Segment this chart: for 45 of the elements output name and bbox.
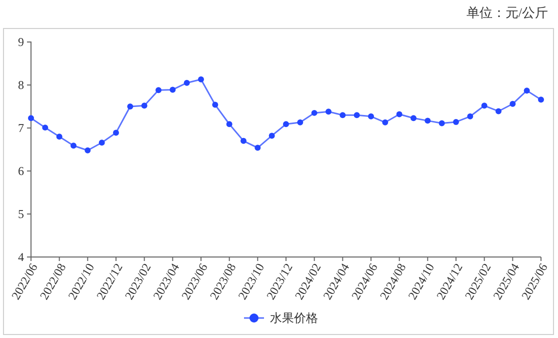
point <box>340 112 346 118</box>
y-tick-label: 6 <box>18 164 24 178</box>
point <box>481 102 488 109</box>
point <box>156 87 162 94</box>
point <box>70 142 76 149</box>
point <box>453 119 459 125</box>
point <box>311 110 318 116</box>
point <box>127 104 134 110</box>
point <box>254 144 261 151</box>
point <box>368 113 374 120</box>
point <box>212 102 218 108</box>
point <box>467 113 474 120</box>
y-tick-label: 7 <box>18 120 24 135</box>
point <box>538 96 544 103</box>
y-tick-label: 4 <box>18 250 24 264</box>
legend-label: 水果价格 <box>270 311 318 326</box>
point <box>297 119 304 126</box>
point <box>496 108 502 114</box>
point <box>170 86 176 93</box>
point <box>113 130 119 136</box>
point <box>524 88 530 94</box>
point <box>226 121 232 128</box>
text: 单位：元/公斤 <box>466 5 548 20</box>
point <box>283 121 289 128</box>
point <box>184 80 190 86</box>
point <box>198 76 204 82</box>
y-tick-label: 8 <box>18 78 24 92</box>
point <box>354 112 360 118</box>
point <box>42 124 48 131</box>
point <box>326 108 332 115</box>
point <box>510 100 516 107</box>
y-tick-label: 9 <box>18 34 24 49</box>
point <box>240 138 246 144</box>
point <box>28 115 34 122</box>
point <box>438 120 445 126</box>
point <box>382 119 388 126</box>
y-tick-label: 5 <box>18 206 24 221</box>
point <box>141 102 148 109</box>
point <box>84 147 91 154</box>
point <box>410 115 416 122</box>
point <box>56 134 62 140</box>
point <box>396 111 402 118</box>
point <box>98 140 105 146</box>
point <box>268 132 275 139</box>
point <box>424 118 431 124</box>
